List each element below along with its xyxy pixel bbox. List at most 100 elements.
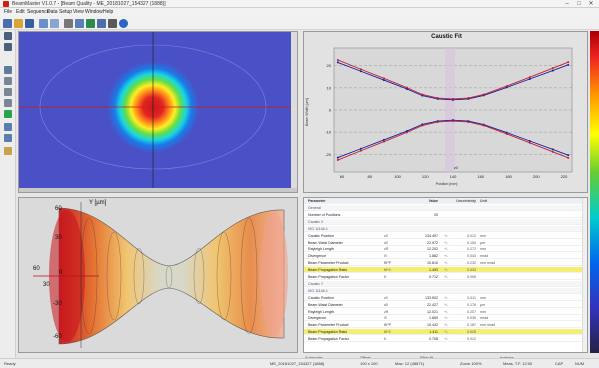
table-row[interactable]: Caustic Position z0 134.497 +/- 0.012 mm xyxy=(304,233,587,239)
left-tool-bar xyxy=(0,30,16,358)
table-row[interactable]: Beam Waist Diameter d0 22.427 +/- 0.176 µm xyxy=(304,302,587,308)
cell-symbol: BPP xyxy=(384,323,392,328)
cell-uncertainty: 0.154 xyxy=(467,240,476,245)
beam-caustic-3d[interactable]: Y [µm] 60 30 0 -30 -60 60 30 xyxy=(18,197,298,353)
group-row[interactable]: ISO 11146-1 xyxy=(304,225,587,232)
table-row[interactable]: Caustic Position z0 133.502 +/- 0.011 mm xyxy=(304,295,587,301)
group-row[interactable]: ISO 11146-1 xyxy=(304,287,587,294)
cell-parameter: Caustic X xyxy=(308,219,324,224)
data-point xyxy=(528,141,531,144)
table-row[interactable]: Beam Propagation Factor K 0.708 +/- 0.012 xyxy=(304,336,587,343)
status-zoom: Zoom 100% xyxy=(460,361,482,366)
results-table[interactable]: Parameter Value Uncertainty Unit General… xyxy=(303,197,588,353)
wrench-alt-icon[interactable] xyxy=(4,88,12,96)
y-tick-label: 20 xyxy=(327,63,332,68)
group-row[interactable]: Caustic X xyxy=(304,218,587,225)
menu-help[interactable]: Help xyxy=(103,9,114,15)
settings-icon[interactable] xyxy=(108,19,117,28)
table-row[interactable]: Divergence Θ 1.882 +/- 0.043 mrad xyxy=(304,253,587,260)
cell-uncertainty: 0.039 xyxy=(467,316,476,321)
y-tick-3d: -60 xyxy=(53,334,62,340)
cell-value: 12.202 xyxy=(427,247,438,252)
table-row[interactable]: Beam Propagation Ratio M^2 1.493 +/- 0.033 xyxy=(304,267,587,274)
group-row[interactable]: General xyxy=(304,205,587,211)
camera-alt-icon[interactable] xyxy=(4,43,12,51)
table-row[interactable]: Divergence Θ 1.859 +/- 0.039 mrad xyxy=(304,315,587,322)
cell-parameter: Caustic Position xyxy=(308,295,334,300)
measure-icon[interactable] xyxy=(4,147,12,155)
camera-icon[interactable] xyxy=(4,32,12,40)
window-title: BeamMaster V1.0.7 - [Beam Quality - ME_2… xyxy=(12,1,166,7)
table-row[interactable]: Beam Propagation Ratio M^2 1.411 +/- 0.025 xyxy=(304,329,587,336)
isolines-checkbox[interactable]: Isolines xyxy=(500,355,514,360)
status-time: Meas. T.F. 12:00 xyxy=(503,361,533,366)
chart-icon[interactable] xyxy=(86,19,95,28)
cell-value: 1.859 xyxy=(429,316,438,321)
grid-icon[interactable] xyxy=(4,134,12,142)
maximize-button[interactable]: □ xyxy=(577,1,581,7)
data-point xyxy=(359,70,362,73)
data-point xyxy=(551,69,554,72)
open-icon[interactable] xyxy=(14,19,23,28)
target-icon[interactable] xyxy=(4,66,12,74)
table-row[interactable]: Beam Propagation Factor K 0.712 +/- 0.006 xyxy=(304,274,587,280)
data-point xyxy=(452,120,454,123)
menu-window[interactable]: Window xyxy=(85,9,103,15)
data-point xyxy=(436,120,439,123)
y-tick-3d: 0 xyxy=(59,270,63,276)
header-value: Value xyxy=(428,199,438,203)
redo-icon[interactable] xyxy=(50,19,59,28)
caustic-fit-panel[interactable]: Caustic Fit Beam Width [µm] Position [mm… xyxy=(303,31,588,193)
cell-unit: µm xyxy=(480,240,486,245)
autoscale-checkbox[interactable]: Autoscale xyxy=(305,355,323,360)
save-icon[interactable] xyxy=(25,19,34,28)
close-button[interactable]: ✕ xyxy=(588,1,594,7)
menu-file[interactable]: File xyxy=(4,9,13,15)
play-icon[interactable] xyxy=(4,110,12,118)
menu-data[interactable]: Data xyxy=(47,9,58,15)
table-row[interactable]: Beam Waist Diameter d0 22.972 +/- 0.154 µm xyxy=(304,240,587,246)
cell-uncertainty: 0.012 xyxy=(467,337,476,342)
table-row[interactable]: Beam Parameter Product BPP 10.432 +/- 0.187 m… xyxy=(304,322,587,329)
table-row[interactable]: Number of Positions 20 xyxy=(304,212,587,218)
beam-profile-2d[interactable] xyxy=(18,31,298,193)
toolbar xyxy=(0,16,599,30)
export-icon[interactable] xyxy=(97,19,106,28)
cell-uncertainty: 0.176 xyxy=(467,302,476,307)
menu-setup[interactable]: Setup xyxy=(59,9,73,15)
cell-plusminus: +/- xyxy=(444,268,449,273)
data-point xyxy=(551,67,554,70)
print-icon[interactable] xyxy=(64,19,73,28)
data-point xyxy=(567,156,570,159)
copy-icon[interactable] xyxy=(75,19,84,28)
cell-parameter: Rayleigh Length xyxy=(308,247,334,252)
new-icon[interactable] xyxy=(3,19,12,28)
tool-icon[interactable] xyxy=(4,99,12,107)
data-point xyxy=(482,124,485,127)
wrench-icon[interactable] xyxy=(4,77,12,85)
group-row[interactable]: Caustic Y xyxy=(304,280,587,287)
table-row[interactable]: Beam Parameter Product BPP 10.810 +/- 0.232 m… xyxy=(304,260,587,267)
results-scrollbar[interactable] xyxy=(582,198,587,352)
cell-plusminus: +/- xyxy=(444,261,449,266)
data-point xyxy=(528,140,531,142)
menu-edit[interactable]: Edit xyxy=(16,9,25,15)
table-row[interactable]: Rayleigh Length zR 12.021 +/- 0.207 mm xyxy=(304,309,587,315)
data-point xyxy=(359,68,362,71)
y-axis-3d-label: Y [µm] xyxy=(89,200,107,206)
x-tick-label: 160 xyxy=(477,174,484,179)
offset-checkbox[interactable]: Offset xyxy=(360,355,371,360)
table-row[interactable]: Rayleigh Length zR 12.202 +/- 0.272 mm xyxy=(304,246,587,253)
filter-fit-checkbox[interactable]: Filter fit xyxy=(420,355,433,360)
menu-view[interactable]: View xyxy=(73,9,84,15)
cell-symbol: z0 xyxy=(384,233,388,238)
data-point xyxy=(336,156,339,159)
help-icon[interactable] xyxy=(119,19,128,28)
menu-sequence[interactable]: Sequence xyxy=(27,9,50,15)
data-point xyxy=(436,97,439,100)
layers-icon[interactable] xyxy=(4,123,12,131)
undo-icon[interactable] xyxy=(39,19,48,28)
data-point xyxy=(505,85,508,88)
minimize-button[interactable]: – xyxy=(565,1,569,7)
